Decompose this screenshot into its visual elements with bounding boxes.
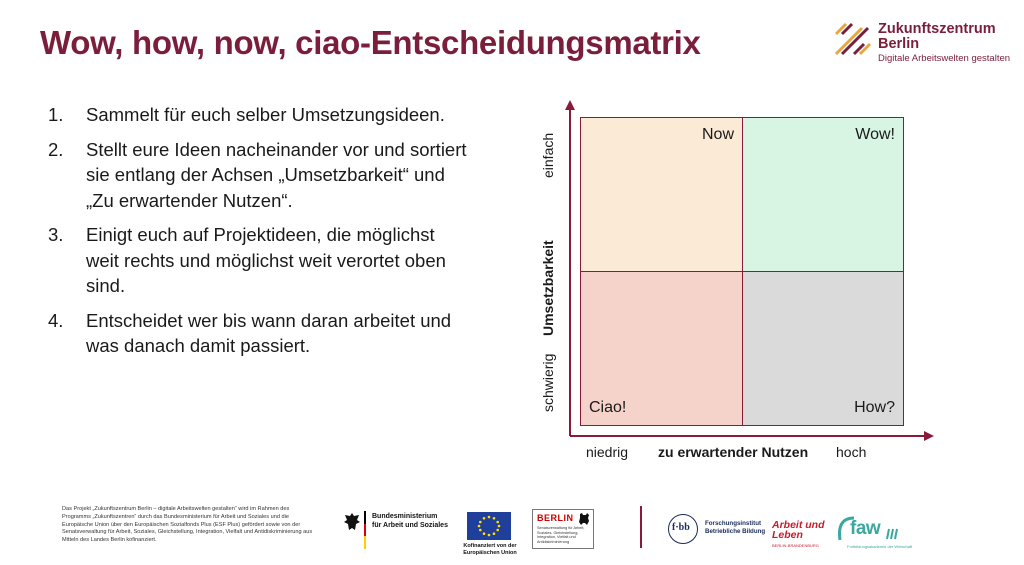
step-text: Sammelt für euch selber Umsetzungsideen. — [86, 104, 445, 125]
quadrant-how: How? — [742, 271, 904, 426]
matrix-axes — [565, 100, 934, 441]
eu-caption-line1: Kofinanziert von der — [463, 543, 517, 549]
aul-line1: Arbeit und — [772, 519, 825, 531]
step-item: 4. Entscheidet wer bis wann daran arbeit… — [48, 308, 468, 359]
footer-divider — [640, 506, 642, 548]
faw-logo-text: faw — [850, 518, 881, 539]
eu-flag-icon — [467, 512, 511, 540]
fbb-line1: Forschungsinstitut — [705, 520, 762, 527]
bmas-line2: für Arbeit und Soziales — [372, 522, 448, 529]
step-number: 3. — [48, 224, 64, 245]
fbb-name: Forschungsinstitut Betriebliche Bildung — [705, 520, 765, 536]
faw-swoosh-icon — [838, 516, 855, 541]
german-flag-bar-icon — [364, 511, 366, 549]
slide-title: Wow, how, now, ciao-Entscheidungsmatrix — [40, 24, 701, 61]
quadrant-ciao: Ciao! — [580, 271, 742, 426]
y-axis-high-label: einfach — [540, 132, 556, 178]
fbb-logo-text: f·bb — [672, 522, 690, 533]
steps-list: 1. Sammelt für euch selber Umsetzungside… — [48, 102, 468, 368]
y-axis-arrow-icon — [565, 100, 575, 110]
brand-name: Zukunftszentrum — [878, 21, 996, 37]
berlin-logo: BERLIN Senatsverwaltung für Arbeit, Sozi… — [532, 509, 594, 549]
fbb-logo-circle — [668, 514, 698, 544]
fbb-line2: Betriebliche Bildung — [705, 528, 766, 535]
step-number: 4. — [48, 309, 64, 331]
y-axis-low-label: schwierig — [540, 353, 556, 412]
decision-matrix: Now Wow! Ciao! How? einfach Umsetzbarkei… — [536, 100, 936, 470]
bmas-logo: Bundesministerium für Arbeit und Soziale… — [372, 512, 448, 530]
brand-city: Berlin — [878, 36, 920, 52]
x-axis-high-label: hoch — [836, 444, 867, 460]
quadrant-wow: Wow! — [742, 117, 904, 271]
quadrant-label-now: Now — [701, 126, 734, 143]
step-text: Einigt euch auf Projektideen, die möglic… — [86, 224, 446, 296]
berlin-bear-icon — [579, 513, 589, 525]
berlin-subtitle: Senatsverwaltung für Arbeit, Soziales, G… — [537, 526, 585, 544]
step-text: Entscheidet wer bis wann daran arbeitet … — [86, 309, 452, 357]
faw-subtitle: Fortbildungsakademie der Wirtschaft — [847, 544, 913, 549]
quadrant-label-wow: Wow! — [855, 126, 895, 143]
aul-line2: Leben — [772, 529, 803, 541]
quadrant-label-ciao: Ciao! — [589, 399, 627, 416]
aul-subtitle: BERLIN-BRANDENBURG — [772, 543, 819, 548]
y-axis-title: Umsetzbarkeit — [540, 240, 556, 336]
step-number: 1. — [48, 104, 64, 125]
faw-bars-icon — [886, 528, 898, 540]
step-item: 1. Sammelt für euch selber Umsetzungside… — [48, 102, 468, 128]
x-axis-low-label: niedrig — [586, 444, 629, 460]
eu-caption-line2: Europäischen Union — [463, 549, 517, 556]
arbeit-und-leben-logo: Arbeit und Leben — [772, 519, 825, 541]
step-item: 3. Einigt euch auf Projektideen, die mög… — [48, 222, 468, 299]
brand-tagline: Digitale Arbeitswelten gestalten — [878, 53, 1011, 64]
berlin-word: BERLIN — [537, 513, 574, 523]
quadrant-now: Now — [580, 117, 742, 271]
quadrant-label-how: How? — [854, 399, 895, 416]
eu-caption: Kofinanziert von der Europäischen Union — [462, 543, 518, 556]
x-axis-arrow-icon — [924, 431, 934, 441]
step-text: Stellt eure Ideen nacheinander vor und s… — [86, 138, 467, 211]
step-number: 2. — [48, 138, 64, 160]
x-axis-title: zu erwartender Nutzen — [658, 444, 809, 460]
stripes-logo-icon — [834, 22, 872, 56]
bmas-line1: Bundesministerium — [372, 513, 438, 520]
step-item: 2. Stellt eure Ideen nacheinander vor un… — [48, 137, 468, 214]
funding-disclaimer: Das Projekt „Zukunftszentrum Berlin – di… — [62, 506, 313, 544]
federal-eagle-icon — [344, 513, 360, 530]
